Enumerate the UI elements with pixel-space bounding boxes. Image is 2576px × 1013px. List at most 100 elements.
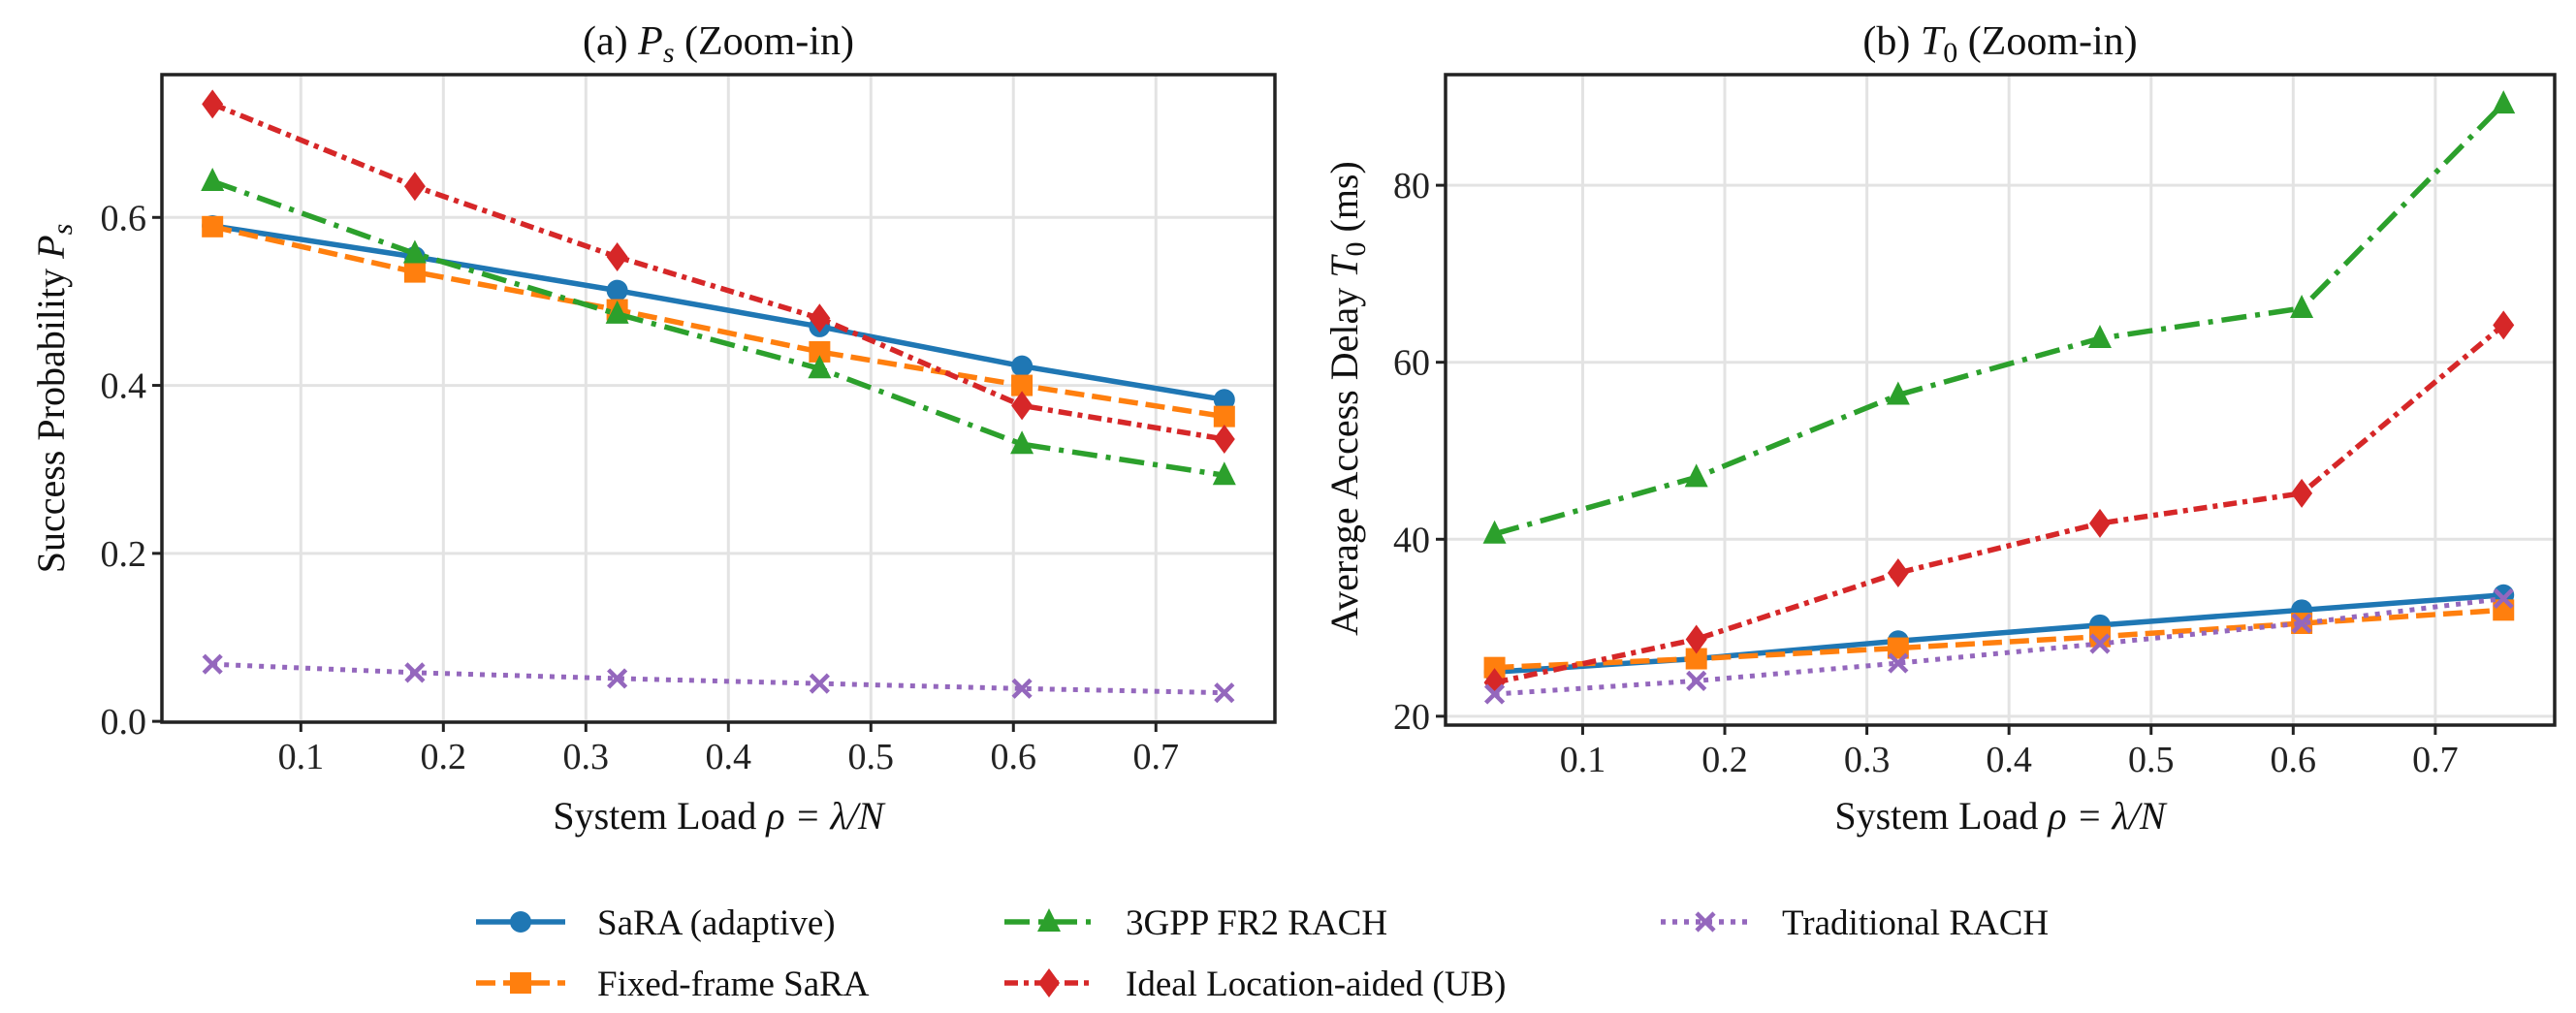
x-tick-label: 0.4: [706, 737, 752, 777]
panel-a-xlabel: System Load ρ = λ/N: [553, 794, 886, 838]
data-point: [1010, 430, 1034, 455]
legend-entry: Fixed-frame SaRA: [476, 965, 870, 1004]
data-point: [402, 239, 427, 264]
x-tick-label: 0.3: [1844, 740, 1891, 780]
legend-entry: Ideal Location-aided (UB): [1004, 965, 1506, 1004]
data-point: [201, 168, 225, 192]
data-point: [1212, 461, 1236, 486]
x-tick-label: 0.4: [1986, 740, 2032, 780]
series-line: [1493, 102, 2506, 537]
legend-marker: [1037, 908, 1061, 932]
data-point: [202, 89, 224, 119]
x-tick-label: 0.1: [278, 737, 325, 777]
x-tick-label: 0.7: [2412, 740, 2459, 780]
x-tick-label: 0.5: [848, 737, 895, 777]
y-tick-label: 40: [1393, 520, 1430, 560]
x-tick-label: 0.1: [1560, 740, 1606, 780]
legend-label: Fixed-frame SaRA: [597, 965, 870, 1004]
data-point: [1213, 389, 1235, 411]
data-point: [606, 279, 628, 301]
data-point: [1887, 557, 1909, 587]
x-tick-label: 0.2: [1701, 740, 1748, 780]
y-tick-label: 20: [1393, 697, 1430, 738]
legend-entry: Traditional RACH: [1661, 903, 2049, 943]
panel-b-title: (b) T0 (Zoom-in): [1862, 19, 2137, 69]
data-point: [1214, 682, 1235, 704]
data-point: [809, 673, 830, 694]
x-tick-label: 0.3: [563, 737, 610, 777]
legend-marker: [1695, 911, 1716, 933]
legend-marker: [510, 972, 531, 994]
data-point: [808, 355, 832, 379]
data-point: [2493, 599, 2515, 621]
series-ideal-location-aided-ub: [1483, 310, 2515, 698]
legend-entry: SaRA (adaptive): [476, 903, 836, 943]
data-point: [1011, 355, 1034, 377]
legend-label: Traditional RACH: [1782, 903, 2049, 943]
y-tick-label: 0.6: [101, 198, 147, 238]
data-point: [1011, 391, 1034, 421]
x-tick-label: 0.5: [2128, 740, 2175, 780]
axes-frame: [160, 73, 1277, 724]
x-tick-label: 0.2: [421, 737, 467, 777]
legend-marker: [1038, 968, 1060, 997]
data-point: [2088, 625, 2111, 648]
legend-label: SaRA (adaptive): [597, 903, 836, 943]
legend: SaRA (adaptive) 3GPP FR2 RACH Traditional …: [476, 903, 2049, 1004]
data-point: [606, 242, 628, 272]
legend-label: Ideal Location-aided (UB): [1126, 965, 1506, 1004]
x-tick-label: 0.6: [2271, 740, 2317, 780]
data-point: [404, 662, 426, 683]
series-line: [1493, 323, 2505, 685]
data-point: [2290, 295, 2314, 319]
data-point: [1686, 670, 1707, 691]
data-point: [1483, 656, 1506, 679]
panel-b-plot: 0.1 0.2 0.3 0.4 0.5 0.6 0.7 20 40 60 80: [1393, 73, 2557, 780]
y-tick-label: 60: [1393, 343, 1430, 384]
panel-a-title: (a) Ps (Zoom-in): [583, 19, 854, 69]
data-point: [809, 303, 831, 333]
data-point: [605, 300, 629, 324]
data-point: [403, 172, 426, 202]
data-point: [2089, 633, 2111, 654]
data-point: [1213, 405, 1235, 427]
data-point: [2088, 508, 2111, 538]
axes-frame: [1444, 73, 2557, 727]
series-ideal-location-aided-ub: [202, 89, 1235, 455]
data-point: [202, 653, 223, 675]
series-line: [211, 224, 1225, 420]
data-point: [1887, 637, 1909, 659]
data-point: [2087, 325, 2112, 349]
series-traditional-rach: [1483, 587, 2514, 705]
data-point: [2493, 587, 2514, 610]
data-point: [1011, 374, 1034, 396]
data-point: [403, 261, 426, 283]
data-point: [1886, 381, 1910, 405]
data-point: [1213, 425, 1235, 455]
data-point: [607, 668, 628, 689]
data-point: [1684, 463, 1708, 488]
data-point: [2291, 613, 2312, 634]
series-line: [211, 178, 1225, 478]
series-traditional-rach: [202, 653, 1235, 704]
x-tick-label: 0.6: [991, 737, 1037, 777]
y-tick-label: 0.0: [101, 702, 147, 743]
y-tick-label: 0.4: [101, 366, 147, 407]
data-point: [1685, 624, 1707, 654]
series-line: [1494, 607, 2504, 671]
data-point: [809, 340, 831, 363]
data-point: [202, 215, 224, 237]
data-point: [2291, 478, 2313, 508]
panel-b-ylabel: Average Access Delay T0 (ms): [1322, 161, 1372, 636]
panel-b-xlabel: System Load ρ = λ/N: [1834, 794, 2168, 838]
panel-a-plot: 0.1 0.2 0.3 0.4 0.5 0.6 0.7 0.0 0.2 0.4 0.6: [101, 73, 1277, 777]
x-tick-label: 0.7: [1133, 737, 1180, 777]
series-line: [211, 223, 1225, 403]
y-tick-label: 80: [1393, 166, 1430, 206]
series-3gpp-fr2-rach: [201, 168, 1236, 486]
data-point: [1685, 648, 1707, 670]
data-point: [2493, 310, 2515, 340]
data-point: [2492, 90, 2516, 114]
series-line: [211, 101, 1225, 442]
